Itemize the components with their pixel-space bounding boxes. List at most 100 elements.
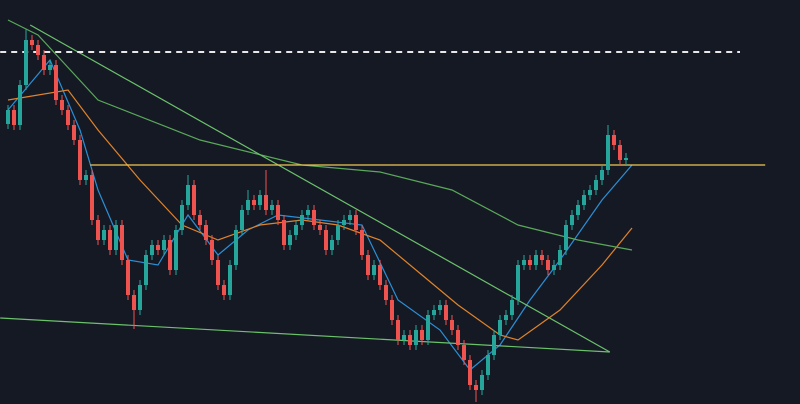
candle-body: [126, 260, 130, 295]
candle-body: [294, 225, 298, 235]
candle-body: [522, 260, 526, 265]
candle-body: [174, 230, 178, 270]
candle-body: [624, 158, 628, 160]
candle-body: [36, 45, 40, 55]
candle-body: [516, 265, 520, 300]
candle-body: [534, 255, 538, 265]
candle-body: [222, 285, 226, 295]
candle-body: [528, 260, 532, 265]
candle-body: [588, 190, 592, 195]
candle-body: [426, 315, 430, 340]
candle-body: [204, 225, 208, 240]
candle-body: [306, 210, 310, 215]
candle-body: [546, 260, 550, 270]
candle-body: [498, 320, 502, 335]
candle-body: [18, 85, 22, 125]
candle-body: [156, 245, 160, 250]
candle-body: [576, 205, 580, 215]
candle-body: [612, 135, 616, 145]
candle-body: [462, 345, 466, 360]
candle-body: [6, 110, 10, 124]
candle-body: [234, 230, 238, 265]
overlay-line: [29, 24, 611, 353]
candle-body: [246, 200, 250, 210]
candle-body: [510, 300, 514, 315]
candle-body: [282, 220, 286, 245]
candle-body: [414, 330, 418, 345]
candle-body: [54, 65, 58, 100]
candle-body: [84, 175, 88, 180]
candle-body: [420, 330, 424, 340]
candle-body: [168, 240, 172, 270]
candle-body: [312, 210, 316, 225]
candle-body: [480, 375, 484, 390]
candle-body: [540, 255, 544, 260]
candle-body: [444, 305, 448, 320]
candle-body: [258, 195, 262, 205]
candle-body: [300, 215, 304, 225]
candle-body: [72, 125, 76, 140]
candle-body: [618, 145, 622, 160]
candle-body: [228, 265, 232, 295]
candle-body: [60, 100, 64, 110]
candle-body: [600, 170, 604, 180]
candle-body: [198, 215, 202, 225]
candle-body: [582, 195, 586, 205]
candle-body: [264, 195, 268, 210]
candle-body: [474, 385, 478, 390]
candle-body: [180, 205, 184, 230]
candle-body: [192, 185, 196, 215]
candle-body: [366, 255, 370, 275]
candle-body: [570, 215, 574, 225]
candle-body: [270, 205, 274, 210]
candle-body: [438, 305, 442, 310]
candle-body: [186, 185, 190, 205]
candle-body: [348, 215, 352, 220]
candle-body: [96, 220, 100, 240]
candle-body: [216, 260, 220, 285]
candle-body: [78, 140, 82, 180]
candle-body: [504, 315, 508, 320]
candle-body: [276, 205, 280, 220]
candle-body: [552, 265, 556, 270]
candle-body: [48, 65, 52, 70]
candle-body: [432, 310, 436, 315]
overlay-line: [0, 317, 610, 353]
candle-body: [210, 240, 214, 260]
candle-body: [456, 330, 460, 345]
candle-body: [558, 250, 562, 265]
candle-body: [468, 360, 472, 385]
overlay-line: [7, 19, 633, 251]
candle-body: [330, 240, 334, 250]
candle-body: [162, 240, 166, 250]
candle-body: [492, 335, 496, 355]
candle-body: [378, 265, 382, 285]
candle-body: [102, 230, 106, 240]
candle-body: [288, 235, 292, 245]
candle-body: [408, 335, 412, 345]
candle-body: [24, 40, 28, 85]
candle-body: [594, 180, 598, 190]
candle-body: [318, 225, 322, 230]
candle-body: [114, 225, 118, 250]
candle-body: [354, 215, 358, 230]
candle-body: [66, 110, 70, 125]
candle-body: [336, 225, 340, 240]
candle-body: [342, 220, 346, 225]
candle-body: [90, 175, 94, 220]
candle-body: [108, 230, 112, 250]
candle-body: [486, 355, 490, 375]
candle-body: [30, 40, 34, 45]
candle-body: [240, 210, 244, 230]
candle-body: [132, 295, 136, 310]
candle-body: [372, 265, 376, 275]
candle-body: [396, 320, 400, 340]
candle-body: [390, 300, 394, 320]
candle-body: [150, 245, 154, 255]
candle-body: [12, 110, 16, 125]
overlay-line: [7, 58, 633, 371]
candle-body: [120, 225, 124, 260]
